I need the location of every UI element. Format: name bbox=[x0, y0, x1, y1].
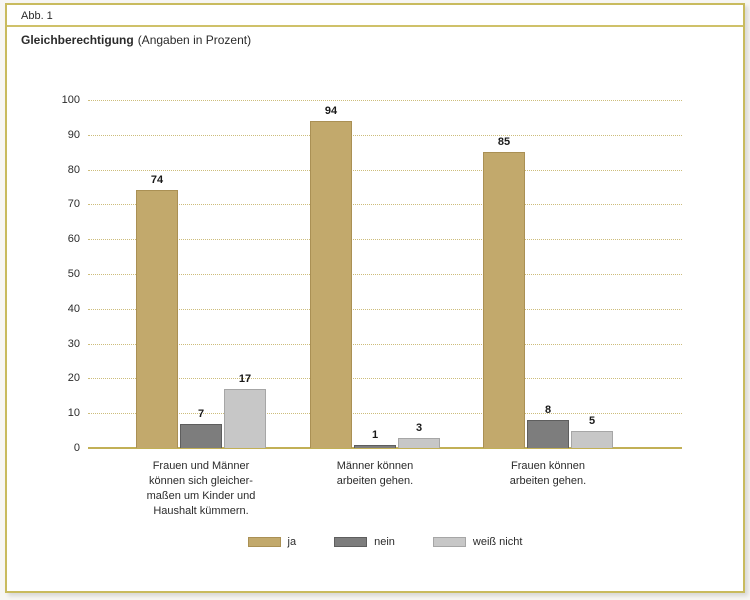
y-axis-tick-label: 10 bbox=[67, 407, 80, 420]
legend-swatch-nein bbox=[334, 537, 368, 547]
bar-ja bbox=[136, 190, 178, 448]
bar-value-label: 17 bbox=[238, 372, 252, 385]
gridline bbox=[88, 378, 682, 380]
figure-subtitle: (Angaben in Prozent) bbox=[137, 33, 252, 47]
category-label: Männer können arbeiten gehen. bbox=[336, 460, 414, 487]
figure-title-row: Gleichberechtigung (Angaben in Prozent) bbox=[7, 27, 743, 47]
category-label: Frauen und Männer können sich gleicher-ma… bbox=[146, 460, 256, 517]
y-axis-tick-label: 90 bbox=[67, 128, 80, 141]
legend-swatch-weiß-nicht bbox=[432, 537, 466, 547]
y-axis-tick-label: 40 bbox=[67, 302, 80, 315]
legend-label: weiß nicht bbox=[472, 536, 523, 548]
bar-weiß-nicht bbox=[571, 430, 613, 448]
gridline bbox=[88, 239, 682, 241]
bar-value-label: 1 bbox=[371, 428, 379, 441]
figure-number-label: Abb. 1 bbox=[7, 5, 743, 27]
gridline bbox=[88, 343, 682, 345]
legend-item: weiß nicht bbox=[432, 536, 523, 548]
y-axis-tick-label: 50 bbox=[67, 268, 80, 280]
bar-value-label: 7 bbox=[197, 407, 205, 420]
y-axis-tick-label: 20 bbox=[67, 372, 80, 385]
gridline bbox=[88, 413, 682, 415]
gridline bbox=[88, 204, 682, 206]
bar-nein bbox=[527, 420, 569, 448]
legend-label: nein bbox=[374, 536, 395, 548]
bar-nein bbox=[180, 423, 222, 448]
gridline bbox=[88, 100, 682, 101]
category-label: Frauen können arbeiten gehen. bbox=[509, 460, 587, 487]
y-axis-tick-label: 0 bbox=[73, 442, 80, 454]
y-axis-tick-label: 100 bbox=[61, 94, 80, 106]
y-axis-tick-label: 30 bbox=[67, 337, 80, 350]
bar-weiß-nicht bbox=[224, 388, 266, 448]
legend-item: nein bbox=[334, 536, 395, 548]
y-axis-tick-label: 80 bbox=[67, 163, 80, 176]
bar-value-label: 8 bbox=[544, 404, 552, 417]
bar-chart: 0 10 20 30 40 50 60 70 80 90 100 74 7 17 Frauen und Mä… bbox=[7, 5, 743, 591]
bar-ja bbox=[483, 152, 525, 448]
figure-frame: Abb. 1 Gleichberechtigung (Angaben in Pro… bbox=[5, 3, 745, 593]
bar-value-label: 85 bbox=[497, 136, 511, 149]
legend-swatch-ja bbox=[247, 537, 281, 547]
figure-title: Gleichberechtigung bbox=[21, 33, 134, 47]
bar-value-label: 74 bbox=[150, 174, 164, 187]
gridline bbox=[88, 308, 682, 310]
y-axis-tick-label: 70 bbox=[67, 198, 80, 211]
gridline bbox=[88, 134, 682, 136]
bar-value-label: 5 bbox=[588, 414, 596, 427]
bar-weiß-nicht bbox=[398, 437, 440, 448]
bar-ja bbox=[310, 120, 352, 448]
legend-item: ja bbox=[247, 536, 297, 548]
bar-value-label: 94 bbox=[324, 104, 338, 117]
x-axis-baseline bbox=[88, 447, 682, 449]
gridline bbox=[88, 169, 682, 171]
gridline bbox=[88, 274, 682, 275]
legend: ja nein weiß nicht bbox=[88, 536, 682, 548]
y-axis-tick-label: 60 bbox=[67, 233, 80, 246]
bar-value-label: 3 bbox=[415, 421, 423, 434]
bar-nein bbox=[354, 444, 396, 448]
legend-label: ja bbox=[287, 536, 297, 548]
